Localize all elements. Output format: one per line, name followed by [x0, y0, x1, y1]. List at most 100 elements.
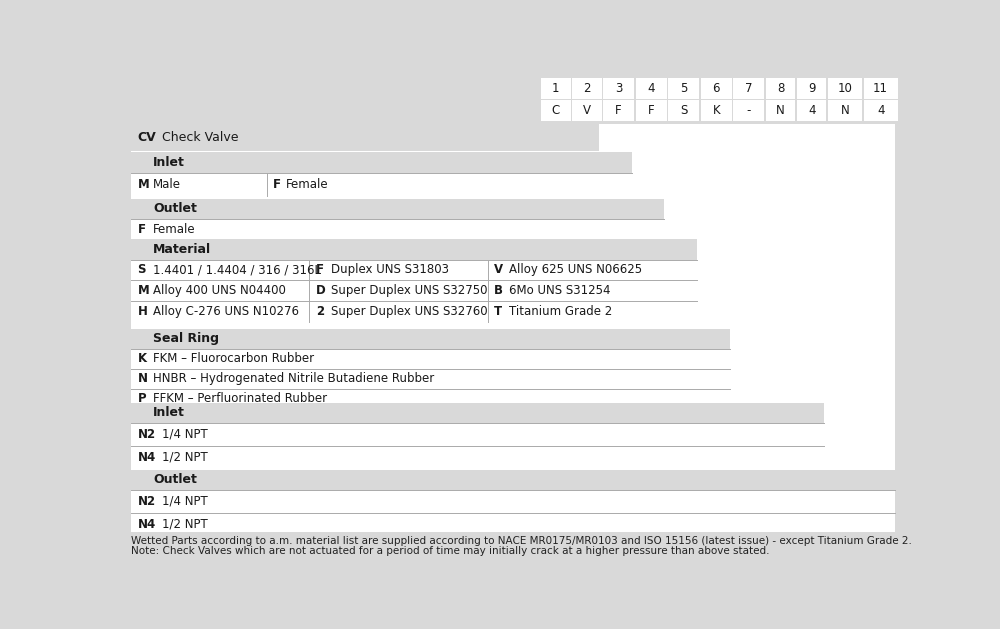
- Bar: [131, 329, 730, 349]
- Text: S: S: [680, 104, 687, 117]
- Bar: [864, 78, 898, 99]
- Text: Alloy 625 UNS N06625: Alloy 625 UNS N06625: [509, 264, 643, 276]
- Bar: [797, 78, 826, 99]
- Text: FKM – Fluorocarbon Rubber: FKM – Fluorocarbon Rubber: [153, 352, 314, 365]
- Text: 2: 2: [583, 82, 591, 95]
- Bar: [766, 78, 795, 99]
- Text: M: M: [137, 178, 149, 191]
- Text: Material: Material: [153, 243, 211, 256]
- Text: 5: 5: [680, 82, 687, 95]
- Text: 2: 2: [316, 305, 324, 318]
- Bar: [572, 78, 602, 99]
- Text: FFKM – Perfluorinated Rubber: FFKM – Perfluorinated Rubber: [153, 392, 327, 405]
- Text: K: K: [137, 352, 147, 365]
- Text: Titanium Grade 2: Titanium Grade 2: [509, 305, 613, 318]
- Text: Check Valve: Check Valve: [162, 131, 239, 144]
- Bar: [668, 78, 699, 99]
- Text: P: P: [137, 392, 146, 405]
- Bar: [131, 152, 632, 172]
- Text: 6: 6: [713, 82, 720, 95]
- Text: Male: Male: [153, 178, 181, 191]
- Text: Inlet: Inlet: [153, 156, 185, 169]
- Text: 1.4401 / 1.4404 / 316 / 316L: 1.4401 / 1.4404 / 316 / 316L: [153, 264, 321, 276]
- Text: N4: N4: [137, 451, 156, 464]
- Text: Note: Check Valves which are not actuated for a period of time may initially cra: Note: Check Valves which are not actuate…: [131, 547, 770, 556]
- Text: N: N: [776, 104, 785, 117]
- Text: N: N: [137, 372, 147, 386]
- Bar: [131, 124, 824, 466]
- Text: F: F: [273, 178, 281, 191]
- Text: Duplex UNS S31803: Duplex UNS S31803: [331, 264, 449, 276]
- Text: Seal Ring: Seal Ring: [153, 332, 219, 345]
- Bar: [828, 78, 862, 99]
- Text: S: S: [137, 264, 146, 276]
- Text: Alloy 400 UNS N04400: Alloy 400 UNS N04400: [153, 284, 286, 297]
- Bar: [733, 78, 764, 99]
- Text: 3: 3: [615, 82, 622, 95]
- Text: 1: 1: [552, 82, 560, 95]
- Text: 10: 10: [838, 82, 852, 95]
- Bar: [131, 124, 599, 150]
- Text: Female: Female: [286, 178, 329, 191]
- Text: F: F: [316, 264, 324, 276]
- Bar: [797, 100, 826, 121]
- Bar: [131, 124, 664, 236]
- Text: B: B: [494, 284, 503, 297]
- Text: 1/4 NPT: 1/4 NPT: [162, 495, 208, 508]
- Bar: [636, 78, 667, 99]
- Text: N4: N4: [137, 518, 156, 531]
- Text: 8: 8: [777, 82, 784, 95]
- Text: 4: 4: [647, 82, 655, 95]
- Text: Super Duplex UNS S32760: Super Duplex UNS S32760: [331, 305, 488, 318]
- Text: 11: 11: [873, 82, 888, 95]
- Bar: [828, 100, 862, 121]
- Text: V: V: [494, 264, 503, 276]
- Bar: [131, 240, 697, 260]
- Text: Wetted Parts according to a.m. material list are supplied according to NACE MR01: Wetted Parts according to a.m. material …: [131, 535, 912, 545]
- Text: T: T: [494, 305, 502, 318]
- Text: -: -: [747, 104, 751, 117]
- Text: H: H: [137, 305, 147, 318]
- Text: N2: N2: [137, 428, 156, 441]
- Text: N: N: [841, 104, 849, 117]
- Bar: [131, 124, 730, 399]
- Bar: [701, 78, 732, 99]
- Text: N2: N2: [137, 495, 156, 508]
- Text: 4: 4: [808, 104, 815, 117]
- Text: Super Duplex UNS S32750: Super Duplex UNS S32750: [331, 284, 488, 297]
- Text: 4: 4: [877, 104, 884, 117]
- Text: Outlet: Outlet: [153, 202, 197, 215]
- Text: CV: CV: [137, 131, 156, 144]
- Text: Alloy C-276 UNS N10276: Alloy C-276 UNS N10276: [153, 305, 299, 318]
- Text: Outlet: Outlet: [153, 473, 197, 486]
- Text: C: C: [552, 104, 560, 117]
- Text: K: K: [713, 104, 720, 117]
- Bar: [131, 124, 697, 325]
- Text: V: V: [583, 104, 591, 117]
- Bar: [541, 78, 571, 99]
- Bar: [131, 124, 895, 532]
- Bar: [668, 100, 699, 121]
- Text: 1/2 NPT: 1/2 NPT: [162, 518, 208, 531]
- Text: 9: 9: [808, 82, 815, 95]
- Bar: [733, 100, 764, 121]
- Text: 1/4 NPT: 1/4 NPT: [162, 428, 208, 441]
- Bar: [541, 100, 571, 121]
- Text: 1/2 NPT: 1/2 NPT: [162, 451, 208, 464]
- Bar: [603, 100, 634, 121]
- Text: F: F: [615, 104, 622, 117]
- Bar: [701, 100, 732, 121]
- Text: 7: 7: [745, 82, 753, 95]
- Text: Inlet: Inlet: [153, 406, 185, 420]
- Text: Female: Female: [153, 223, 196, 236]
- Bar: [131, 124, 632, 195]
- Bar: [131, 199, 664, 219]
- Bar: [131, 470, 895, 490]
- Text: F: F: [137, 223, 145, 236]
- Bar: [131, 403, 824, 423]
- Text: F: F: [648, 104, 655, 117]
- Bar: [766, 100, 795, 121]
- Bar: [603, 78, 634, 99]
- Text: D: D: [316, 284, 325, 297]
- Bar: [572, 100, 602, 121]
